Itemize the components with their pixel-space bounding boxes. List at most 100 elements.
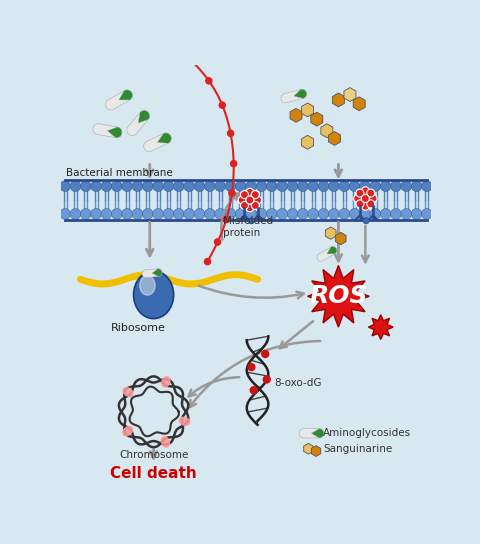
Circle shape (339, 181, 349, 191)
Circle shape (143, 181, 153, 191)
Circle shape (251, 190, 259, 199)
Circle shape (80, 181, 91, 191)
Circle shape (122, 208, 132, 219)
Circle shape (91, 181, 101, 191)
Polygon shape (317, 246, 336, 261)
Ellipse shape (140, 276, 155, 295)
Polygon shape (106, 90, 132, 110)
Circle shape (215, 239, 221, 245)
Circle shape (354, 195, 361, 202)
Polygon shape (294, 89, 307, 98)
Circle shape (60, 208, 71, 219)
Text: ROS: ROS (309, 285, 368, 308)
Circle shape (111, 181, 122, 191)
Text: Sanguinarine: Sanguinarine (323, 444, 392, 454)
Circle shape (370, 208, 381, 219)
Circle shape (318, 208, 329, 219)
Circle shape (70, 208, 81, 219)
Circle shape (277, 208, 288, 219)
Circle shape (251, 201, 259, 209)
Circle shape (153, 208, 164, 219)
Circle shape (91, 208, 101, 219)
Text: Bacterial membrane: Bacterial membrane (66, 168, 173, 178)
Polygon shape (327, 246, 336, 254)
Circle shape (204, 208, 215, 219)
Circle shape (248, 363, 255, 370)
Circle shape (246, 188, 254, 196)
Circle shape (60, 181, 71, 191)
Polygon shape (144, 133, 171, 152)
Circle shape (328, 181, 339, 191)
Circle shape (298, 208, 308, 219)
Circle shape (287, 181, 298, 191)
Polygon shape (138, 110, 150, 123)
Circle shape (360, 208, 370, 219)
Circle shape (380, 181, 391, 191)
Circle shape (253, 196, 262, 204)
Circle shape (246, 181, 256, 191)
Circle shape (230, 160, 237, 167)
Circle shape (361, 195, 369, 202)
Circle shape (194, 208, 205, 219)
Polygon shape (290, 108, 302, 122)
Polygon shape (312, 446, 321, 456)
Circle shape (308, 208, 319, 219)
Circle shape (266, 208, 277, 219)
Circle shape (206, 78, 212, 84)
Polygon shape (157, 133, 171, 143)
Polygon shape (344, 88, 356, 102)
Circle shape (401, 181, 412, 191)
Ellipse shape (123, 426, 132, 436)
Circle shape (173, 181, 184, 191)
Circle shape (166, 38, 172, 44)
Circle shape (401, 208, 412, 219)
Circle shape (143, 208, 153, 219)
Polygon shape (332, 93, 345, 107)
Circle shape (153, 181, 164, 191)
Circle shape (225, 208, 236, 219)
Polygon shape (321, 124, 333, 138)
Ellipse shape (162, 376, 170, 387)
Circle shape (70, 181, 81, 191)
Circle shape (308, 181, 319, 191)
Circle shape (80, 208, 91, 219)
Circle shape (318, 181, 329, 191)
Circle shape (229, 190, 235, 196)
Polygon shape (369, 315, 393, 339)
Circle shape (184, 208, 194, 219)
Circle shape (246, 208, 256, 219)
Circle shape (349, 208, 360, 219)
Circle shape (367, 189, 375, 197)
Polygon shape (304, 443, 313, 454)
Polygon shape (301, 103, 313, 117)
Polygon shape (328, 132, 340, 145)
Circle shape (219, 102, 225, 108)
Circle shape (411, 181, 422, 191)
Circle shape (101, 208, 112, 219)
Circle shape (349, 181, 360, 191)
Circle shape (215, 208, 226, 219)
Circle shape (369, 195, 377, 202)
Text: Chromosome: Chromosome (119, 450, 188, 460)
Circle shape (421, 181, 432, 191)
Circle shape (356, 189, 364, 197)
Circle shape (163, 181, 174, 191)
Circle shape (256, 181, 267, 191)
Circle shape (361, 187, 369, 195)
Circle shape (204, 258, 211, 265)
Polygon shape (301, 135, 313, 149)
Text: Misfolded
protein: Misfolded protein (223, 216, 273, 238)
Circle shape (111, 208, 122, 219)
Circle shape (163, 208, 174, 219)
Circle shape (264, 376, 270, 383)
Circle shape (188, 57, 194, 63)
Circle shape (132, 208, 143, 219)
Circle shape (240, 190, 249, 199)
Circle shape (380, 208, 391, 219)
Text: Cell death: Cell death (110, 466, 197, 481)
Polygon shape (142, 269, 162, 277)
Circle shape (277, 181, 288, 191)
Circle shape (246, 203, 254, 212)
Circle shape (287, 208, 298, 219)
Circle shape (339, 208, 349, 219)
